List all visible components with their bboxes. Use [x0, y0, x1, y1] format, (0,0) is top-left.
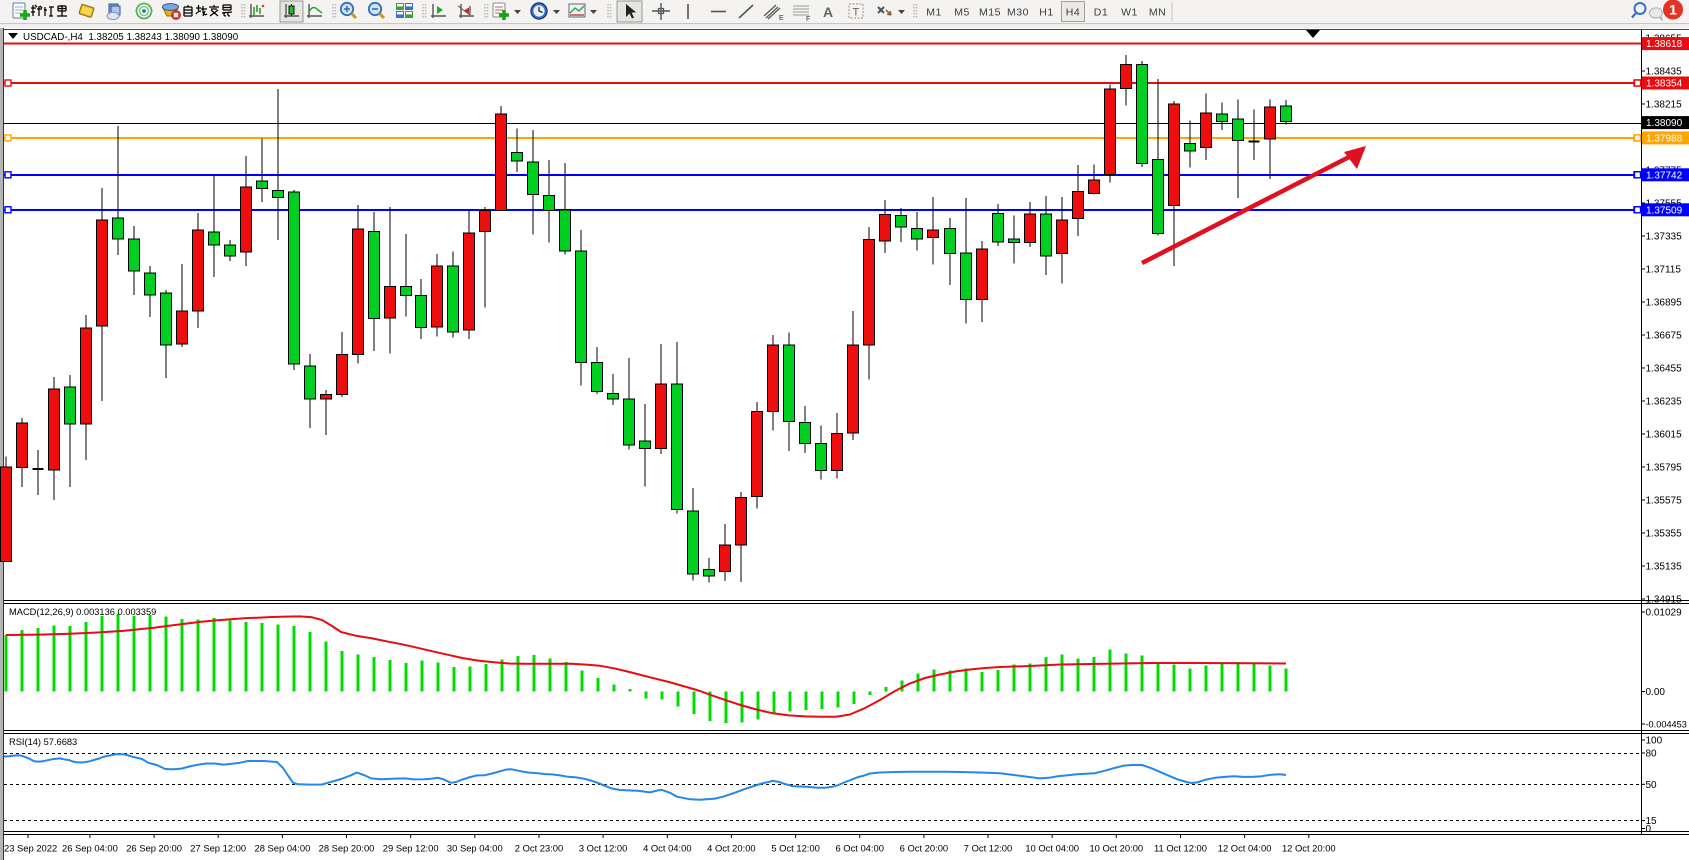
svg-text:1.38090: 1.38090 [1646, 118, 1683, 129]
svg-text:H1: H1 [1039, 7, 1053, 19]
svg-text:0.01029: 0.01029 [1646, 608, 1683, 619]
svg-text:0: 0 [1646, 824, 1652, 835]
svg-text:15: 15 [1646, 816, 1658, 827]
svg-text:1.35135: 1.35135 [1646, 562, 1683, 573]
svg-text:6 Oct 04:00: 6 Oct 04:00 [835, 843, 883, 854]
svg-text:M5: M5 [954, 7, 970, 19]
svg-text:1.38435: 1.38435 [1646, 67, 1683, 78]
svg-text:7 Oct 12:00: 7 Oct 12:00 [964, 843, 1012, 854]
svg-text:H4: H4 [1066, 7, 1080, 19]
svg-text:1.35795: 1.35795 [1646, 463, 1683, 474]
svg-text:10 Oct 04:00: 10 Oct 04:00 [1025, 843, 1079, 854]
svg-text:11 Oct 12:00: 11 Oct 12:00 [1154, 843, 1207, 854]
svg-text:28 Sep 04:00: 28 Sep 04:00 [255, 843, 311, 854]
svg-text:E: E [779, 15, 784, 22]
svg-text:12 Oct 04:00: 12 Oct 04:00 [1218, 843, 1272, 854]
svg-text:23 Sep 2022: 23 Sep 2022 [4, 843, 57, 854]
svg-text:1.37335: 1.37335 [1646, 232, 1683, 243]
svg-text:1.36235: 1.36235 [1646, 397, 1683, 408]
svg-text:RSI(14) 57.6683: RSI(14) 57.6683 [9, 737, 77, 747]
svg-text:USDCAD-,H4 1.38205 1.38243 1.: USDCAD-,H4 1.38205 1.38243 1.38090 1.380… [23, 32, 239, 43]
svg-text:W1: W1 [1121, 7, 1138, 19]
svg-text:1.35355: 1.35355 [1646, 529, 1683, 540]
svg-text:M1: M1 [926, 7, 942, 19]
svg-text:12 Oct 20:00: 12 Oct 20:00 [1282, 843, 1336, 854]
svg-text:F: F [806, 16, 810, 23]
svg-text:1.36895: 1.36895 [1646, 298, 1683, 309]
svg-text:100: 100 [1646, 736, 1663, 747]
svg-text:1.38354: 1.38354 [1646, 79, 1683, 90]
svg-text:MN: MN [1149, 7, 1166, 19]
svg-text:80: 80 [1646, 749, 1658, 760]
svg-text:6 Oct 20:00: 6 Oct 20:00 [900, 843, 948, 854]
svg-text:1.37509: 1.37509 [1646, 205, 1683, 216]
svg-text:A: A [823, 4, 833, 20]
svg-text:3 Oct 12:00: 3 Oct 12:00 [579, 843, 627, 854]
svg-text:2 Oct 23:00: 2 Oct 23:00 [515, 843, 563, 854]
svg-text:1.35575: 1.35575 [1646, 496, 1683, 507]
svg-text:1.37742: 1.37742 [1646, 170, 1683, 181]
svg-text:T: T [853, 7, 860, 19]
svg-text:1.38215: 1.38215 [1646, 100, 1683, 111]
svg-text:1.37115: 1.37115 [1646, 265, 1682, 276]
svg-text:30 Sep 04:00: 30 Sep 04:00 [447, 843, 503, 854]
svg-text:MACD(12,26,9) 0.003136 0.00335: MACD(12,26,9) 0.003136 0.003359 [9, 607, 156, 617]
svg-text:4 Oct 04:00: 4 Oct 04:00 [643, 843, 691, 854]
svg-text:D1: D1 [1094, 7, 1108, 19]
svg-text:26 Sep 20:00: 26 Sep 20:00 [126, 843, 182, 854]
svg-text:-0.004453: -0.004453 [1646, 720, 1687, 730]
svg-text:1.36015: 1.36015 [1646, 430, 1683, 441]
svg-text:27 Sep 12:00: 27 Sep 12:00 [190, 843, 246, 854]
svg-text:29 Sep 12:00: 29 Sep 12:00 [383, 843, 439, 854]
svg-text:26 Sep 04:00: 26 Sep 04:00 [62, 843, 118, 854]
svg-text:M15: M15 [979, 7, 1001, 19]
svg-text:10 Oct 20:00: 10 Oct 20:00 [1089, 843, 1143, 854]
svg-text:1.37988: 1.37988 [1646, 133, 1683, 144]
svg-text:28 Sep 20:00: 28 Sep 20:00 [319, 843, 375, 854]
svg-text:1.36675: 1.36675 [1646, 331, 1683, 342]
svg-text:50: 50 [1646, 780, 1658, 791]
svg-text:1.38618: 1.38618 [1646, 39, 1683, 50]
svg-text:5 Oct 12:00: 5 Oct 12:00 [771, 843, 819, 854]
svg-text:1: 1 [1669, 2, 1677, 18]
svg-text:1.34915: 1.34915 [1646, 595, 1683, 606]
svg-text:1.36455: 1.36455 [1646, 364, 1683, 375]
svg-text:4 Oct 20:00: 4 Oct 20:00 [707, 843, 755, 854]
svg-text:0.00: 0.00 [1646, 687, 1666, 698]
svg-text:M30: M30 [1007, 7, 1029, 19]
